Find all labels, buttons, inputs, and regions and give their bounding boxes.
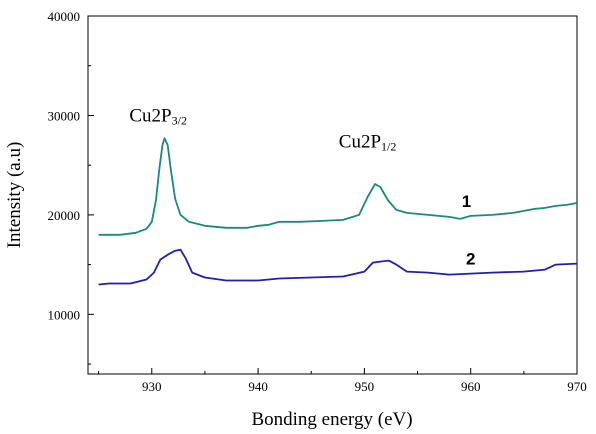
y-tick-label: 20000	[48, 208, 81, 223]
peak-annotation-1: Cu2P3/2	[129, 105, 187, 127]
plot-frame	[87, 15, 578, 375]
x-tick-label: 930	[142, 379, 162, 394]
y-axis-label: Intensity (a.u)	[4, 142, 25, 249]
y-tick-label: 10000	[48, 307, 81, 322]
y-tick-label: 40000	[48, 9, 81, 24]
series-1-label: 1	[462, 192, 471, 211]
series-2-line	[98, 248, 578, 286]
x-tick-label: 960	[461, 379, 481, 394]
x-axis-label: Bonding energy (eV)	[251, 409, 412, 430]
annotation-layer: Cu2P3/2 Cu2P1/2	[129, 105, 396, 153]
x-axis-ticks: 930 940 950 960 970	[98, 368, 587, 394]
series-2-label: 2	[466, 250, 475, 269]
y-axis-ticks: 10000 20000 30000 40000	[48, 9, 94, 365]
x-tick-label: 970	[567, 379, 587, 394]
series-layer: 12	[98, 137, 578, 286]
x-tick-label: 950	[355, 379, 375, 394]
series-1-line	[98, 137, 578, 236]
x-tick-label: 940	[248, 379, 268, 394]
y-tick-label: 30000	[48, 108, 81, 123]
peak-annotation-2: Cu2P1/2	[339, 131, 397, 153]
